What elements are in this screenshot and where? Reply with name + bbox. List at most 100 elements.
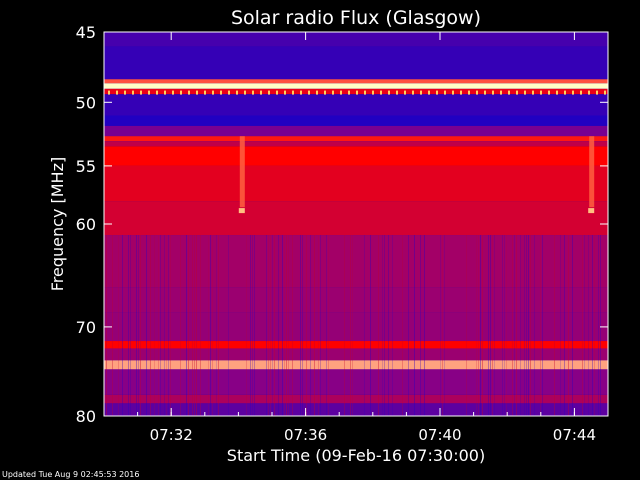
texture-stripe <box>272 235 273 416</box>
band-2 <box>104 79 608 84</box>
texture-stripe <box>160 235 161 416</box>
texture-stripe <box>122 235 123 416</box>
texture-stripe <box>370 235 371 416</box>
texture-stripe <box>252 235 253 416</box>
interference-dot <box>172 90 174 95</box>
interference-dot <box>564 90 566 95</box>
band-20 <box>104 394 608 404</box>
texture-stripe <box>136 235 137 416</box>
chart-title: Solar radio Flux (Glasgow) <box>231 7 481 29</box>
texture-stripe <box>320 235 321 416</box>
burst-event-dot-1 <box>588 208 595 214</box>
texture-stripe <box>402 235 403 416</box>
texture-stripe <box>528 235 529 416</box>
interference-dot <box>164 90 166 95</box>
texture-stripe <box>584 235 585 416</box>
texture-stripe <box>364 235 365 416</box>
interference-dot <box>460 90 462 95</box>
texture-stripe <box>542 235 543 416</box>
texture-stripe <box>274 235 275 416</box>
texture-stripe <box>130 235 131 416</box>
texture-stripe <box>442 235 443 416</box>
interference-dot <box>500 90 502 95</box>
texture-stripe <box>554 235 555 416</box>
interference-dot <box>468 90 470 95</box>
band-19 <box>104 369 608 395</box>
texture-stripe <box>516 235 517 416</box>
texture-stripe <box>560 235 561 416</box>
texture-stripe <box>504 235 505 416</box>
band-9 <box>104 141 608 147</box>
interference-dot <box>388 90 390 95</box>
interference-dot <box>212 90 214 95</box>
interference-dot <box>476 90 478 95</box>
texture-stripe <box>512 235 513 416</box>
interference-dot <box>316 90 318 95</box>
interference-dot <box>188 90 190 95</box>
interference-dot <box>548 90 550 95</box>
texture-stripe <box>158 235 159 416</box>
texture-stripe <box>478 235 479 416</box>
interference-dot <box>132 90 134 95</box>
band-17 <box>104 348 608 361</box>
interference-dot <box>380 90 382 95</box>
texture-stripe <box>306 235 307 416</box>
band-0 <box>104 32 608 47</box>
interference-dot <box>444 90 446 95</box>
texture-stripe <box>138 235 139 416</box>
interference-dot <box>196 90 198 95</box>
texture-stripe <box>164 235 165 416</box>
interference-dot <box>276 90 278 95</box>
texture-stripe <box>582 235 583 416</box>
texture-stripe <box>118 235 119 416</box>
interference-dot <box>324 90 326 95</box>
interference-dot <box>204 90 206 95</box>
texture-stripe <box>188 235 189 416</box>
texture-stripe <box>166 235 167 416</box>
texture-stripe <box>352 235 353 416</box>
interference-dot <box>252 90 254 95</box>
texture-stripe <box>212 235 213 416</box>
texture-stripe <box>382 235 383 416</box>
y-tick-label: 70 <box>76 318 96 337</box>
texture-stripe <box>282 235 283 416</box>
interference-dot <box>340 90 342 95</box>
band-3 <box>104 83 608 89</box>
texture-stripe <box>146 235 147 416</box>
y-tick-label: 60 <box>76 215 96 234</box>
texture-stripe <box>326 235 327 416</box>
interference-dot <box>236 90 238 95</box>
spectral-texture <box>106 90 606 416</box>
texture-stripe <box>170 235 171 416</box>
interference-dot <box>556 90 558 95</box>
interference-dot <box>404 90 406 95</box>
burst-event-0 <box>239 136 245 208</box>
interference-dot <box>412 90 414 95</box>
band-14 <box>104 287 608 313</box>
texture-stripe <box>250 235 251 416</box>
x-axis-label: Start Time (09-Feb-16 07:30:00) <box>227 446 485 465</box>
texture-stripe <box>492 235 493 416</box>
texture-stripe <box>194 235 195 416</box>
texture-stripe <box>524 235 525 416</box>
texture-stripe <box>288 235 289 416</box>
y-tick-label: 45 <box>76 23 96 42</box>
texture-stripe <box>216 235 217 416</box>
interference-dot <box>428 90 430 95</box>
x-axis: 07:32 07:36 07:40 07:44 <box>137 32 596 444</box>
interference-dot <box>580 90 582 95</box>
y-tick-label: 80 <box>76 407 96 426</box>
interference-dot <box>332 90 334 95</box>
interference-dot <box>300 90 302 95</box>
texture-stripe <box>520 235 521 416</box>
interference-dot <box>244 90 246 95</box>
interference-dot <box>516 90 518 95</box>
interference-dot <box>356 90 358 95</box>
texture-stripe <box>408 235 409 416</box>
texture-stripe <box>420 235 421 416</box>
texture-stripe <box>318 235 319 416</box>
interference-dot <box>572 90 574 95</box>
interference-dot <box>116 90 118 95</box>
interference-dot <box>180 90 182 95</box>
band-12 <box>104 201 608 236</box>
